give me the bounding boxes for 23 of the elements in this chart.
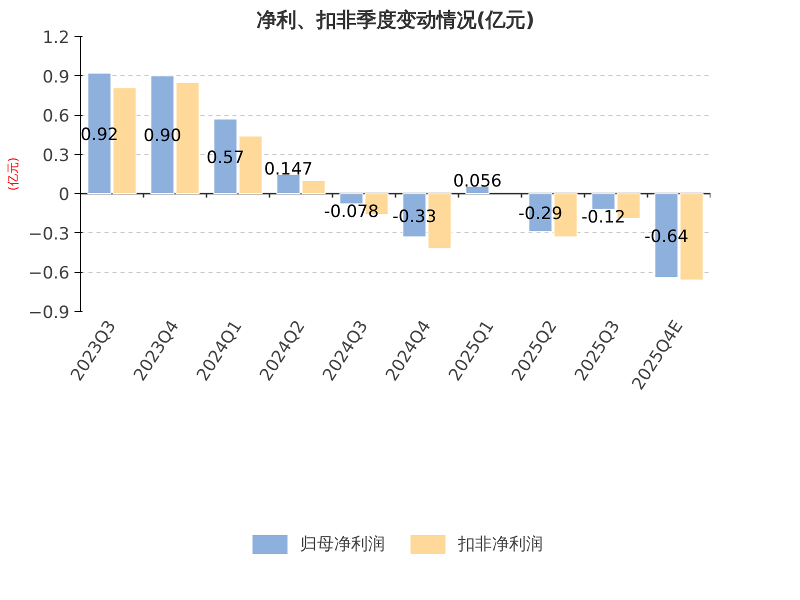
y-tick-label: 0.3 [42,146,70,166]
data-label: 0.92 [80,124,118,145]
data-label: 0.056 [453,171,502,192]
legend-label: 扣非净利润 [458,534,543,557]
chart-title: 净利、扣非季度变动情况(亿元) [256,8,535,32]
y-tick-label: 0 [58,185,70,206]
y-tick-label: 1.2 [42,28,70,48]
data-label: -0.29 [518,204,562,224]
data-label: -0.12 [581,207,626,228]
y-axis-title: (亿元) [6,157,20,191]
bar [465,186,490,194]
data-label: -0.64 [644,227,688,248]
data-label: -0.33 [392,206,436,227]
data-label: 0.90 [143,126,182,146]
y-tick-label: −0.9 [28,303,70,323]
y-tick-label: 0.9 [42,67,70,88]
data-label: 0.57 [206,148,244,168]
data-label: 0.147 [264,159,313,180]
y-tick-label: 0.6 [42,106,70,127]
y-tick-label: −0.3 [28,224,70,244]
data-label: -0.078 [324,202,379,222]
y-tick-label: −0.6 [28,264,70,284]
legend-label: 归母净利润 [300,534,385,557]
